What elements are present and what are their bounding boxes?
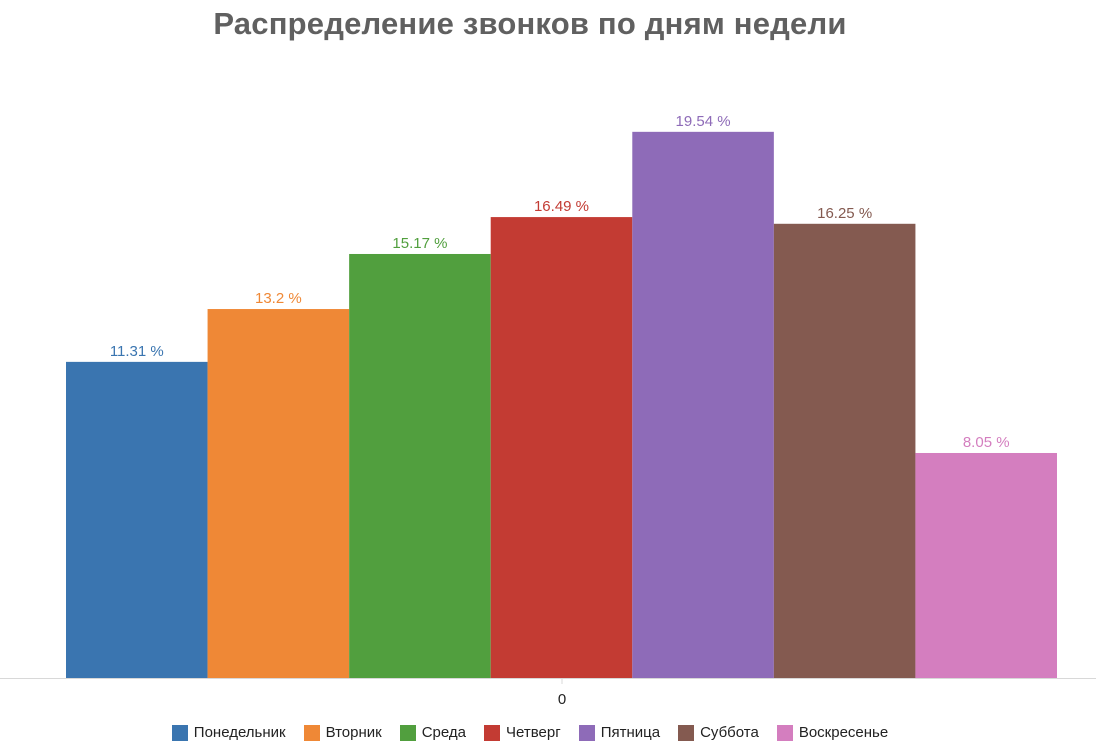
legend-swatch-1: [171, 724, 188, 741]
bar-chart: 11.31 % 13.2 % 15.17 % 16.49 % 19.54 % 16.25 …: [0, 113, 1096, 708]
legend-item-4[interactable]: Четверг: [484, 724, 561, 741]
legend-label-6: Суббота: [700, 724, 759, 741]
bar-4[interactable]: [490, 217, 633, 678]
data-label-7: 8.05 %: [963, 434, 1010, 451]
legend-swatch-7: [776, 724, 793, 741]
data-label-3: 15.17 %: [392, 235, 447, 252]
data-label-5: 19.54 %: [676, 113, 731, 130]
legend-label-4: Четверг: [506, 724, 561, 741]
data-label-6: 16.25 %: [817, 205, 872, 222]
legend-label-7: Воскресенье: [798, 724, 889, 741]
legend-item-7[interactable]: Воскресенье: [776, 724, 889, 741]
legend-label-1: Понедельник: [193, 724, 286, 741]
legend-label-3: Среда: [421, 724, 467, 741]
bar-1[interactable]: [66, 361, 208, 678]
legend-item-6[interactable]: Суббота: [678, 724, 759, 741]
bar-5[interactable]: [632, 131, 774, 678]
bar-3[interactable]: [349, 253, 491, 679]
legend-swatch-2: [303, 724, 320, 741]
data-label-4: 16.49 %: [534, 198, 589, 215]
legend-item-1[interactable]: Понедельник: [171, 724, 286, 741]
legend-label-2: Вторник: [325, 724, 382, 741]
legend-item-5[interactable]: Пятница: [578, 724, 661, 741]
bar-6[interactable]: [773, 223, 916, 679]
x-axis-tick-label-1: 0: [558, 691, 566, 708]
chart-title: Распределение звонков по дням недели: [213, 6, 847, 41]
legend-swatch-3: [399, 724, 416, 741]
bar-2[interactable]: [207, 309, 350, 678]
legend-swatch-5: [578, 724, 595, 741]
bar-7[interactable]: [915, 452, 1057, 678]
legend-swatch-6: [678, 724, 695, 741]
legend: Понедельник Вторник Среда Четверг Пятница Суб…: [0, 724, 1060, 741]
data-label-2: 13.2 %: [255, 290, 302, 307]
legend-swatch-4: [484, 724, 501, 741]
legend-item-2[interactable]: Вторник: [303, 724, 382, 741]
data-label-1: 11.31 %: [110, 343, 164, 360]
legend-item-3[interactable]: Среда: [399, 724, 467, 741]
legend-label-5: Пятница: [600, 724, 661, 741]
